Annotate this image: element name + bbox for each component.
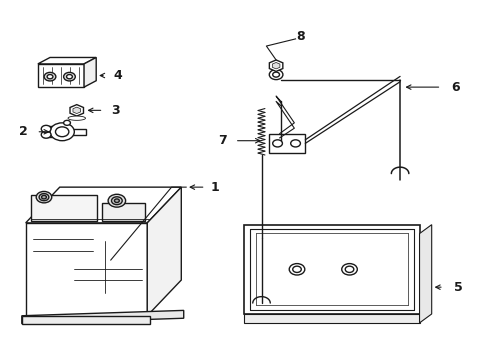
Circle shape xyxy=(292,266,301,273)
Circle shape xyxy=(63,120,70,125)
Circle shape xyxy=(272,140,282,147)
Circle shape xyxy=(290,140,300,147)
Polygon shape xyxy=(269,60,282,71)
Circle shape xyxy=(341,264,357,275)
Polygon shape xyxy=(244,225,419,314)
Circle shape xyxy=(36,192,52,203)
Polygon shape xyxy=(73,107,81,113)
Circle shape xyxy=(272,72,279,77)
Text: 4: 4 xyxy=(114,69,122,82)
Text: 7: 7 xyxy=(218,134,226,147)
Polygon shape xyxy=(22,316,149,324)
Text: 6: 6 xyxy=(451,81,459,94)
Polygon shape xyxy=(30,195,97,221)
Circle shape xyxy=(108,194,125,207)
Circle shape xyxy=(114,199,119,203)
Circle shape xyxy=(44,72,56,81)
Circle shape xyxy=(41,125,51,132)
Circle shape xyxy=(269,69,283,80)
Polygon shape xyxy=(22,310,183,324)
Circle shape xyxy=(288,264,304,275)
Polygon shape xyxy=(38,64,84,87)
Polygon shape xyxy=(68,116,85,120)
Circle shape xyxy=(41,195,46,199)
Text: 8: 8 xyxy=(296,30,304,43)
Polygon shape xyxy=(26,187,181,223)
Polygon shape xyxy=(26,223,147,316)
Polygon shape xyxy=(84,58,96,87)
Polygon shape xyxy=(42,126,55,137)
Text: 2: 2 xyxy=(19,125,28,138)
Circle shape xyxy=(63,72,75,81)
Polygon shape xyxy=(70,105,83,116)
Polygon shape xyxy=(147,187,181,316)
Circle shape xyxy=(345,266,353,273)
Polygon shape xyxy=(244,314,419,323)
Circle shape xyxy=(50,123,74,141)
Polygon shape xyxy=(72,129,86,135)
Polygon shape xyxy=(272,63,279,69)
Circle shape xyxy=(39,194,49,201)
Polygon shape xyxy=(268,134,305,153)
Circle shape xyxy=(41,131,51,138)
Circle shape xyxy=(111,197,122,204)
Text: 5: 5 xyxy=(453,281,462,294)
Circle shape xyxy=(55,127,69,137)
Circle shape xyxy=(66,75,72,79)
Text: 3: 3 xyxy=(111,104,120,117)
Text: 1: 1 xyxy=(210,181,219,194)
Circle shape xyxy=(47,75,53,79)
Polygon shape xyxy=(419,225,431,323)
Polygon shape xyxy=(38,58,96,64)
Polygon shape xyxy=(102,203,144,221)
